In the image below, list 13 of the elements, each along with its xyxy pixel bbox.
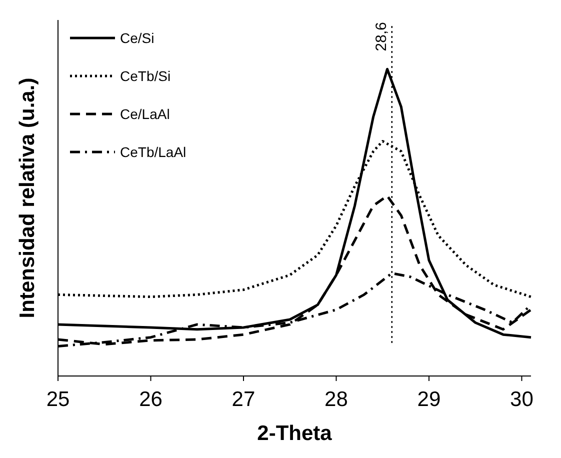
x-tick-label: 28 [324, 388, 348, 411]
x-tick-label: 25 [46, 388, 70, 411]
x-axis-title: 2-Theta [257, 422, 332, 445]
x-tick-label: 27 [232, 388, 256, 411]
x-tick-label: 26 [139, 388, 162, 411]
legend-label: Ce/LaAl [120, 106, 170, 122]
x-tick-label: 29 [417, 388, 441, 411]
legend-label: CeTb/Si [120, 68, 171, 84]
ref-line-label: 28,6 [372, 22, 390, 52]
legend-label: Ce/Si [120, 30, 154, 46]
x-tick-label: 30 [510, 388, 534, 411]
legend-label: CeTb/LaAl [120, 144, 186, 160]
y-axis-title: Intensidad relativa (u.a.) [16, 78, 39, 318]
